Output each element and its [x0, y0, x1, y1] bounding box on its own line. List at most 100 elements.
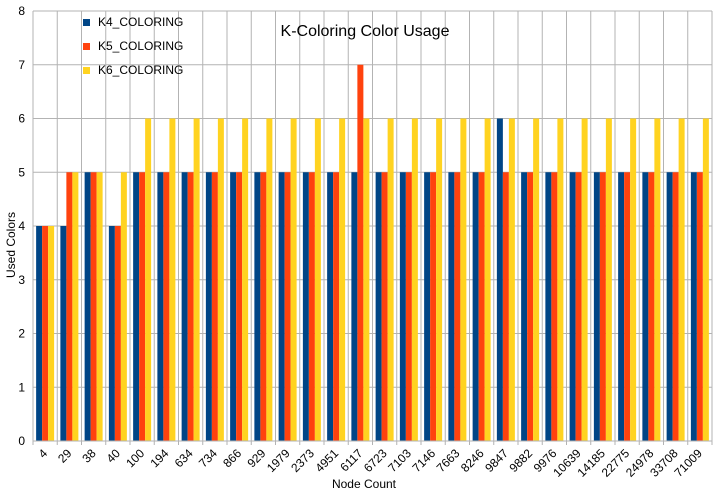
bar-k4-coloring — [375, 172, 382, 441]
legend-swatch — [83, 43, 90, 50]
bar-k5-coloring — [284, 172, 291, 441]
bar-k6-coloring — [266, 118, 273, 441]
bar-k6-coloring — [193, 118, 200, 441]
bar-k5-coloring — [163, 172, 170, 441]
bar-k4-coloring — [593, 172, 600, 441]
bar-k5-coloring — [333, 172, 340, 441]
bar-k4-coloring — [351, 172, 358, 441]
bar-k4-coloring — [230, 172, 237, 441]
bar-k6-coloring — [557, 118, 564, 441]
y-tick-label: 5 — [18, 165, 25, 179]
bar-k5-coloring — [575, 172, 582, 441]
bar-k6-coloring — [314, 118, 321, 441]
bar-k6-coloring — [702, 118, 709, 441]
bar-k5-coloring — [381, 172, 388, 441]
y-tick-label: 0 — [18, 434, 25, 448]
bar-k5-coloring — [405, 172, 412, 441]
bar-k6-coloring — [484, 118, 491, 441]
bar-k5-coloring — [236, 172, 243, 441]
legend-label: K6_COLORING — [98, 63, 183, 77]
x-tick-label: 29 — [55, 446, 75, 466]
y-tick-label: 8 — [18, 4, 25, 18]
bar-k6-coloring — [581, 118, 588, 441]
bar-k5-coloring — [260, 172, 267, 441]
bar-k4-coloring — [36, 226, 43, 441]
bar-k6-coloring — [339, 118, 346, 441]
y-axis-title: Used Colors — [4, 212, 18, 278]
x-tick-label: 6723 — [361, 446, 390, 475]
bar-k6-coloring — [48, 226, 55, 441]
bar-k4-coloring — [472, 172, 479, 441]
x-tick-label: 40 — [104, 446, 124, 466]
bar-k6-coloring — [242, 118, 249, 441]
bar-k5-coloring — [502, 172, 509, 441]
bar-k6-coloring — [436, 118, 443, 441]
legend: K4_COLORING K5_COLORING K6_COLORING — [83, 15, 183, 77]
x-tick-label: 194 — [147, 446, 171, 470]
bar-k4-coloring — [448, 172, 455, 441]
bar-k4-coloring — [496, 118, 503, 441]
legend-label: K5_COLORING — [98, 39, 183, 53]
bar-k6-coloring — [363, 118, 370, 441]
bar-k6-coloring — [460, 118, 467, 441]
y-tick-label: 7 — [18, 58, 25, 72]
x-tick-label: 866 — [220, 446, 244, 470]
bar-k4-coloring — [618, 172, 625, 441]
x-tick-label: 4 — [36, 446, 51, 461]
x-tick-label: 634 — [172, 446, 196, 470]
bar-k4-coloring — [302, 172, 309, 441]
x-tick-label: 7146 — [409, 446, 438, 475]
legend-swatch — [83, 19, 90, 26]
bar-k6-coloring — [533, 118, 540, 441]
bar-k5-coloring — [478, 172, 485, 441]
bar-k4-coloring — [254, 172, 261, 441]
bar-k4-coloring — [157, 172, 164, 441]
chart-title: K-Coloring Color Usage — [281, 23, 450, 40]
bar-k5-coloring — [551, 172, 558, 441]
x-tick-label: 9847 — [482, 446, 511, 475]
bar-k4-coloring — [133, 172, 140, 441]
bar-k6-coloring — [72, 172, 79, 441]
y-tick-label: 1 — [18, 380, 25, 394]
bar-k4-coloring — [569, 172, 576, 441]
bar-k5-coloring — [187, 172, 194, 441]
x-tick-label: 71009 — [671, 446, 705, 480]
bars-layer — [36, 64, 709, 441]
bar-k4-coloring — [424, 172, 431, 441]
bar-k6-coloring — [145, 118, 152, 441]
x-tick-label: 38 — [79, 446, 99, 466]
bar-k5-coloring — [430, 172, 437, 441]
bar-k6-coloring — [678, 118, 685, 441]
bar-k5-coloring — [66, 172, 73, 441]
x-tick-label: 1979 — [264, 446, 293, 475]
x-tick-label: 7103 — [385, 446, 414, 475]
legend-swatch — [83, 67, 90, 74]
bar-k4-coloring — [108, 226, 115, 441]
x-tick-label: 8246 — [458, 446, 487, 475]
bar-k4-coloring — [60, 226, 67, 441]
x-tick-label: 2373 — [288, 446, 317, 475]
bar-k6-coloring — [169, 118, 176, 441]
bar-k4-coloring — [181, 172, 188, 441]
bar-k4-coloring — [666, 172, 673, 441]
y-tick-label: 2 — [18, 327, 25, 341]
bar-k5-coloring — [648, 172, 655, 441]
bar-k5-coloring — [599, 172, 606, 441]
x-axis-title: Node Count — [332, 477, 397, 491]
bar-k4-coloring — [642, 172, 649, 441]
bar-k5-coloring — [308, 172, 315, 441]
x-tick-label: 4951 — [312, 446, 341, 475]
bar-k6-coloring — [96, 172, 103, 441]
bar-k4-coloring — [205, 172, 212, 441]
bar-k4-coloring — [690, 172, 697, 441]
bar-k5-coloring — [90, 172, 97, 441]
bar-k4-coloring — [278, 172, 285, 441]
bar-k6-coloring — [290, 118, 297, 441]
y-tick-label: 4 — [18, 219, 25, 233]
bar-k4-coloring — [545, 172, 552, 441]
bar-k6-coloring — [411, 118, 418, 441]
x-tick-label: 6117 — [337, 446, 365, 474]
bar-k5-coloring — [672, 172, 679, 441]
x-tick-label: 100 — [123, 446, 147, 470]
